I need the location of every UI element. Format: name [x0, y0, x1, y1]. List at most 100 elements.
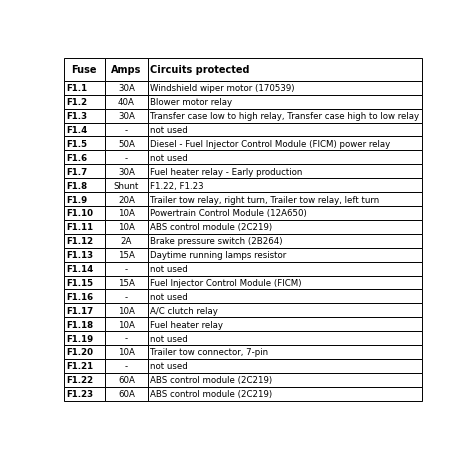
Bar: [105, 220, 148, 234]
Bar: [64, 276, 105, 290]
Text: not used: not used: [150, 292, 188, 301]
Text: F1.22: F1.22: [66, 375, 93, 384]
Bar: [105, 290, 148, 303]
Text: ABS control module (2C219): ABS control module (2C219): [150, 223, 273, 232]
Bar: [64, 373, 105, 387]
Bar: [105, 318, 148, 331]
Bar: [105, 179, 148, 192]
Bar: [105, 234, 148, 248]
Text: F1.10: F1.10: [66, 209, 93, 218]
Bar: [105, 123, 148, 137]
Bar: [105, 262, 148, 276]
Text: 15A: 15A: [118, 251, 135, 260]
Text: 30A: 30A: [118, 167, 135, 177]
Bar: [64, 82, 105, 96]
Text: F1.19: F1.19: [66, 334, 93, 343]
Text: Trailer tow relay, right turn, Trailer tow relay, left turn: Trailer tow relay, right turn, Trailer t…: [150, 195, 380, 204]
Text: F1.1: F1.1: [66, 84, 87, 93]
Bar: [105, 345, 148, 359]
Text: not used: not used: [150, 153, 188, 162]
Text: not used: not used: [150, 334, 188, 343]
Bar: [148, 387, 422, 401]
Text: Fuel heater relay: Fuel heater relay: [150, 320, 223, 329]
Text: Windshield wiper motor (170539): Windshield wiper motor (170539): [150, 84, 295, 93]
Text: Diesel - Fuel Injector Control Module (FICM) power relay: Diesel - Fuel Injector Control Module (F…: [150, 140, 391, 149]
Bar: [105, 303, 148, 318]
Text: F1.2: F1.2: [66, 98, 87, 107]
Bar: [105, 192, 148, 207]
Bar: [148, 345, 422, 359]
Text: 2A: 2A: [121, 237, 132, 246]
Text: 30A: 30A: [118, 112, 135, 121]
Text: -: -: [125, 292, 128, 301]
Text: F1.7: F1.7: [66, 167, 88, 177]
Text: Shunt: Shunt: [114, 181, 139, 190]
Bar: [105, 137, 148, 151]
Bar: [148, 151, 422, 165]
Bar: [148, 276, 422, 290]
Text: 30A: 30A: [118, 84, 135, 93]
Bar: [64, 303, 105, 318]
Text: -: -: [125, 126, 128, 135]
Text: Fuel heater relay - Early production: Fuel heater relay - Early production: [150, 167, 303, 177]
Bar: [64, 290, 105, 303]
Bar: [148, 192, 422, 207]
Bar: [64, 179, 105, 192]
Text: F1.6: F1.6: [66, 153, 87, 162]
Text: F1.17: F1.17: [66, 306, 93, 315]
Bar: [105, 248, 148, 262]
Text: -: -: [125, 362, 128, 370]
Bar: [105, 373, 148, 387]
Text: -: -: [125, 334, 128, 343]
Bar: [105, 207, 148, 220]
Bar: [64, 359, 105, 373]
Text: 50A: 50A: [118, 140, 135, 149]
Bar: [64, 318, 105, 331]
Text: 10A: 10A: [118, 348, 135, 357]
Bar: [64, 110, 105, 123]
Text: Transfer case low to high relay, Transfer case high to low relay: Transfer case low to high relay, Transfe…: [150, 112, 419, 121]
Bar: [64, 137, 105, 151]
Bar: [64, 345, 105, 359]
Bar: [64, 151, 105, 165]
Text: ABS control module (2C219): ABS control module (2C219): [150, 375, 273, 384]
Bar: [105, 359, 148, 373]
Text: F1.5: F1.5: [66, 140, 87, 149]
Text: F1.3: F1.3: [66, 112, 87, 121]
Text: Trailer tow connector, 7-pin: Trailer tow connector, 7-pin: [150, 348, 269, 357]
Text: 40A: 40A: [118, 98, 135, 107]
Text: ABS control module (2C219): ABS control module (2C219): [150, 389, 273, 398]
Text: F1.11: F1.11: [66, 223, 93, 232]
Text: Daytime running lamps resistor: Daytime running lamps resistor: [150, 251, 287, 260]
Bar: [105, 151, 148, 165]
Bar: [64, 123, 105, 137]
Bar: [105, 165, 148, 179]
Text: not used: not used: [150, 264, 188, 273]
Text: Powertrain Control Module (12A650): Powertrain Control Module (12A650): [150, 209, 307, 218]
Bar: [148, 359, 422, 373]
Bar: [148, 303, 422, 318]
Bar: [105, 387, 148, 401]
Text: -: -: [125, 153, 128, 162]
Text: Circuits protected: Circuits protected: [150, 65, 250, 75]
Bar: [148, 137, 422, 151]
Bar: [105, 59, 148, 82]
Text: 10A: 10A: [118, 306, 135, 315]
Text: not used: not used: [150, 362, 188, 370]
Text: F1.13: F1.13: [66, 251, 93, 260]
Bar: [148, 331, 422, 345]
Bar: [64, 96, 105, 110]
Bar: [148, 165, 422, 179]
Bar: [64, 59, 105, 82]
Text: 60A: 60A: [118, 389, 135, 398]
Bar: [148, 290, 422, 303]
Text: Fuel Injector Control Module (FICM): Fuel Injector Control Module (FICM): [150, 278, 302, 287]
Text: not used: not used: [150, 126, 188, 135]
Text: F1.15: F1.15: [66, 278, 93, 287]
Bar: [148, 110, 422, 123]
Bar: [105, 110, 148, 123]
Bar: [64, 207, 105, 220]
Bar: [148, 220, 422, 234]
Bar: [148, 373, 422, 387]
Text: 60A: 60A: [118, 375, 135, 384]
